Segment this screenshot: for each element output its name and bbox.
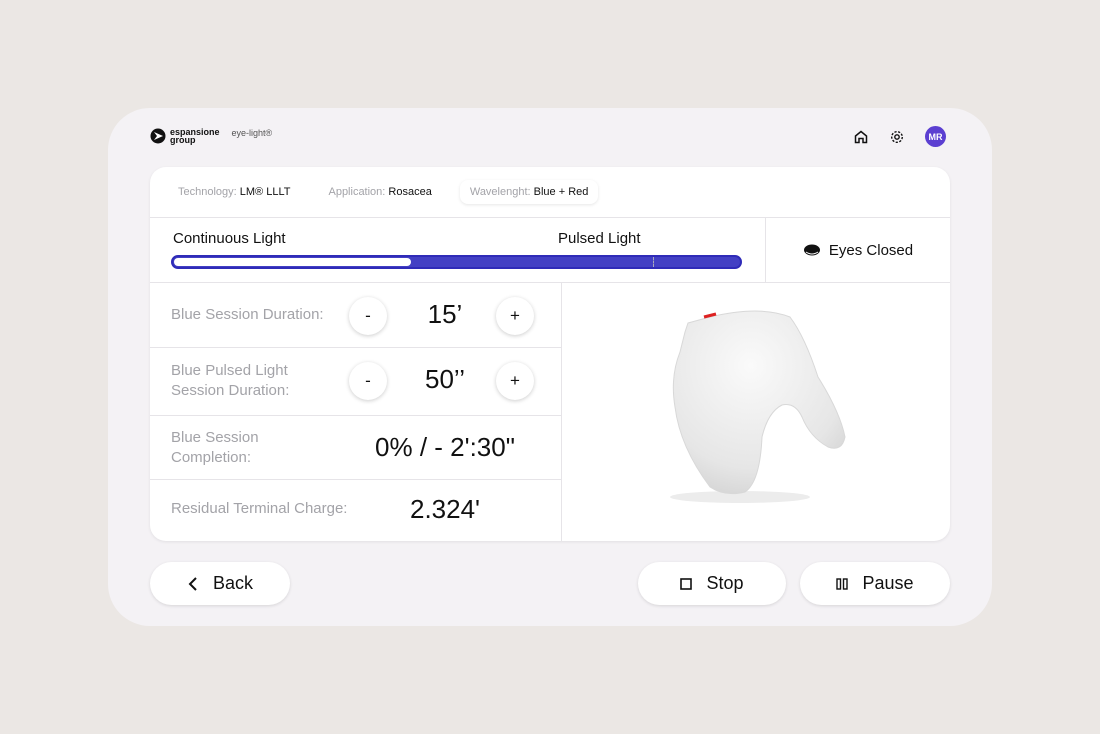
info-wavelength: Wavelenght: Blue + Red — [460, 180, 599, 204]
blue-duration-decrease-button[interactable]: - — [349, 297, 387, 335]
avatar[interactable]: MR — [925, 126, 946, 147]
residual-row: Residual Terminal Charge: 2.324' — [150, 480, 562, 541]
eye-mask-device-image — [670, 310, 846, 503]
session-panel: Technology: LM® LLLT Application: Rosace… — [150, 167, 950, 541]
chevron-left-icon — [188, 576, 197, 591]
pulsed-duration-increase-button[interactable]: + — [496, 362, 534, 400]
eyes-closed-label: Eyes Closed — [828, 241, 914, 259]
blue-duration-increase-button[interactable]: + — [496, 297, 534, 335]
pulsed-duration-decrease-button[interactable]: - — [349, 362, 387, 400]
blue-duration-label: Blue Session Duration: — [171, 306, 324, 323]
progress-bar — [171, 255, 742, 269]
residual-value: 2.324' — [409, 494, 481, 524]
pulsed-duration-value: 50’’ — [424, 364, 465, 394]
eyes-closed-indicator: Eyes Closed — [766, 218, 950, 283]
continuous-light-label: Continuous Light — [173, 230, 286, 247]
info-bar: Technology: LM® LLLT Application: Rosace… — [150, 167, 950, 218]
completion-row: Blue Session Completion: 0% / - 2':30" — [150, 416, 562, 480]
info-technology: Technology: LM® LLLT — [178, 186, 291, 198]
back-button[interactable]: Back — [150, 562, 290, 605]
pulsed-divider — [653, 257, 654, 267]
completion-value: 0% / - 2':30" — [375, 432, 515, 462]
home-icon[interactable] — [853, 129, 869, 145]
gear-icon[interactable] — [889, 129, 905, 145]
logo-icon — [150, 128, 166, 144]
blue-duration-value: 15’ — [427, 299, 463, 329]
logo: espansione group eye-light® — [150, 127, 273, 145]
pulsed-duration-label: Blue Pulsed Light Session Duration: — [171, 362, 290, 399]
product-name: eye-light® — [231, 128, 273, 138]
completion-label: Blue Session Completion: — [171, 429, 259, 466]
info-application: Application: Rosacea — [328, 186, 432, 198]
stop-button[interactable]: Stop — [638, 562, 786, 605]
pulsed-light-label: Pulsed Light — [558, 230, 641, 247]
light-progress: Continuous Light Pulsed Light — [150, 218, 766, 283]
progress-fill — [174, 258, 412, 266]
pause-icon — [836, 577, 849, 590]
blue-duration-row: Blue Session Duration: - 15’ + — [150, 283, 562, 348]
eye-icon — [803, 244, 820, 256]
pulsed-duration-row: Blue Pulsed Light Session Duration: - 50… — [150, 348, 562, 416]
residual-label: Residual Terminal Charge: — [171, 500, 348, 517]
brand-line1: espansione — [170, 127, 220, 137]
pause-button[interactable]: Pause — [800, 562, 950, 605]
brand-line2: group — [170, 135, 196, 145]
stop-icon — [680, 577, 693, 590]
